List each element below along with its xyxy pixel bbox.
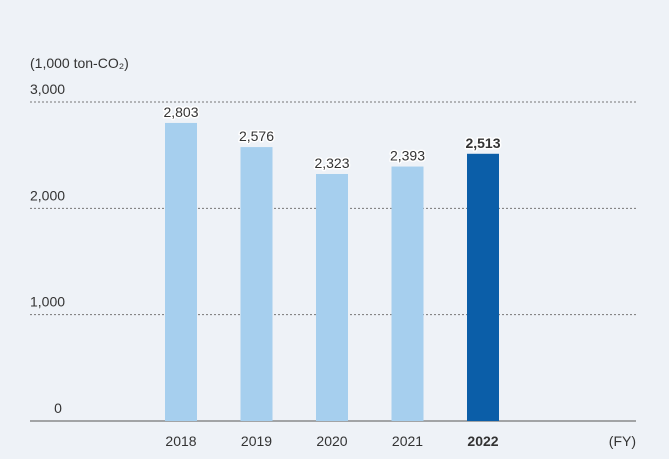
y-tick-label: 3,000 xyxy=(30,81,65,97)
x-tick-label: 2021 xyxy=(392,433,423,449)
y-tick-label: 2,000 xyxy=(30,187,65,203)
value-label: 2,803 xyxy=(163,104,198,120)
value-label: 2,323 xyxy=(314,155,349,171)
bar xyxy=(240,147,273,421)
x-axis-label: (FY) xyxy=(609,433,636,449)
y-tick-label: 1,000 xyxy=(30,294,65,310)
value-label: 2,513 xyxy=(465,135,500,151)
bar xyxy=(316,173,348,421)
value-label: 2,393 xyxy=(390,148,425,164)
x-tick-label: 2022 xyxy=(467,433,498,449)
value-label: 2,576 xyxy=(239,128,274,144)
x-tick-label: 2020 xyxy=(316,433,347,449)
y-tick-label: 0 xyxy=(54,400,62,416)
y-axis-label: (1,000 ton-CO₂) xyxy=(30,55,129,71)
bar xyxy=(165,122,197,422)
bar xyxy=(467,153,499,421)
bar xyxy=(391,166,424,421)
x-tick-label: 2018 xyxy=(165,433,196,449)
x-tick-label: 2019 xyxy=(241,433,272,449)
